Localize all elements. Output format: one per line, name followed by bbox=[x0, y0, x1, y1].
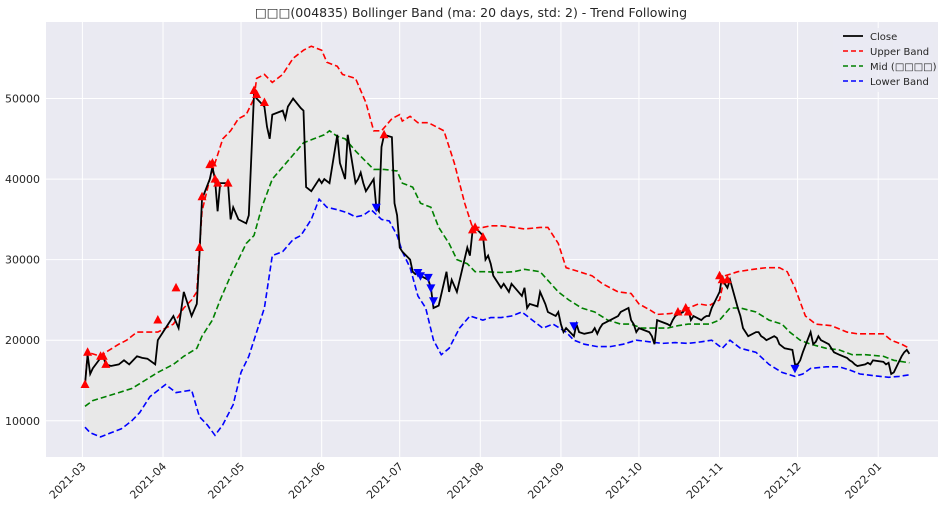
series-lines bbox=[84, 45, 911, 438]
buy-signal-marker bbox=[83, 347, 93, 356]
legend-lower-label: Lower Band bbox=[870, 77, 929, 88]
buy-signal-marker bbox=[722, 274, 732, 284]
buy-signal-marker bbox=[223, 178, 233, 187]
sell-signal-marker bbox=[415, 272, 425, 281]
chart-title: □□□(004835) Bollinger Band (ma: 20 days,… bbox=[255, 5, 687, 20]
close-line bbox=[84, 91, 911, 385]
y-tick-label: 10000 bbox=[5, 415, 40, 428]
buy-signal-marker bbox=[252, 89, 262, 98]
lower-line bbox=[84, 197, 910, 438]
band-fill-area bbox=[85, 46, 910, 437]
buy-signal-marker bbox=[673, 307, 683, 316]
y-axis-ticks: 10000 20000 30000 40000 50000 bbox=[5, 93, 40, 428]
buy-signal-marker bbox=[101, 359, 111, 368]
legend: Close Upper Band Mid (□□□□) Lower Band bbox=[833, 28, 937, 92]
y-tick-label: 30000 bbox=[5, 254, 40, 267]
legend-close-label: Close bbox=[870, 32, 897, 43]
buy-signal-marker bbox=[194, 242, 204, 252]
buy-signal-marker bbox=[259, 97, 269, 107]
buy-signal-marker bbox=[213, 178, 223, 187]
buy-signal-marker bbox=[379, 129, 389, 139]
buy-signal-marker bbox=[207, 157, 217, 167]
sell-signal-marker bbox=[569, 322, 579, 331]
buy-signal-marker bbox=[197, 191, 207, 201]
sell-signal-marker bbox=[428, 297, 438, 306]
legend-mid-label: Mid (□□□□) bbox=[870, 62, 937, 73]
sell-signal-marker bbox=[790, 364, 800, 374]
buy-signal-marker bbox=[153, 315, 163, 324]
buy-signal-marker bbox=[98, 351, 108, 360]
buy-signal-marker bbox=[80, 379, 90, 388]
legend-box bbox=[833, 28, 933, 92]
buy-signal-marker bbox=[171, 282, 181, 292]
y-tick-label: 40000 bbox=[5, 173, 40, 186]
sell-signal-marker bbox=[423, 273, 433, 283]
sell-signal-marker bbox=[426, 284, 436, 293]
y-tick-label: 20000 bbox=[5, 334, 40, 347]
buy-signal-marker bbox=[478, 232, 488, 241]
y-tick-label: 50000 bbox=[5, 93, 40, 106]
band-fill bbox=[85, 46, 910, 437]
sell-signal-marker bbox=[371, 203, 381, 213]
legend-upper-label: Upper Band bbox=[870, 47, 929, 58]
signal-markers bbox=[80, 85, 800, 388]
buy-signal-marker bbox=[683, 307, 693, 316]
mid-line bbox=[84, 129, 910, 407]
buy-signal-marker bbox=[470, 222, 480, 231]
